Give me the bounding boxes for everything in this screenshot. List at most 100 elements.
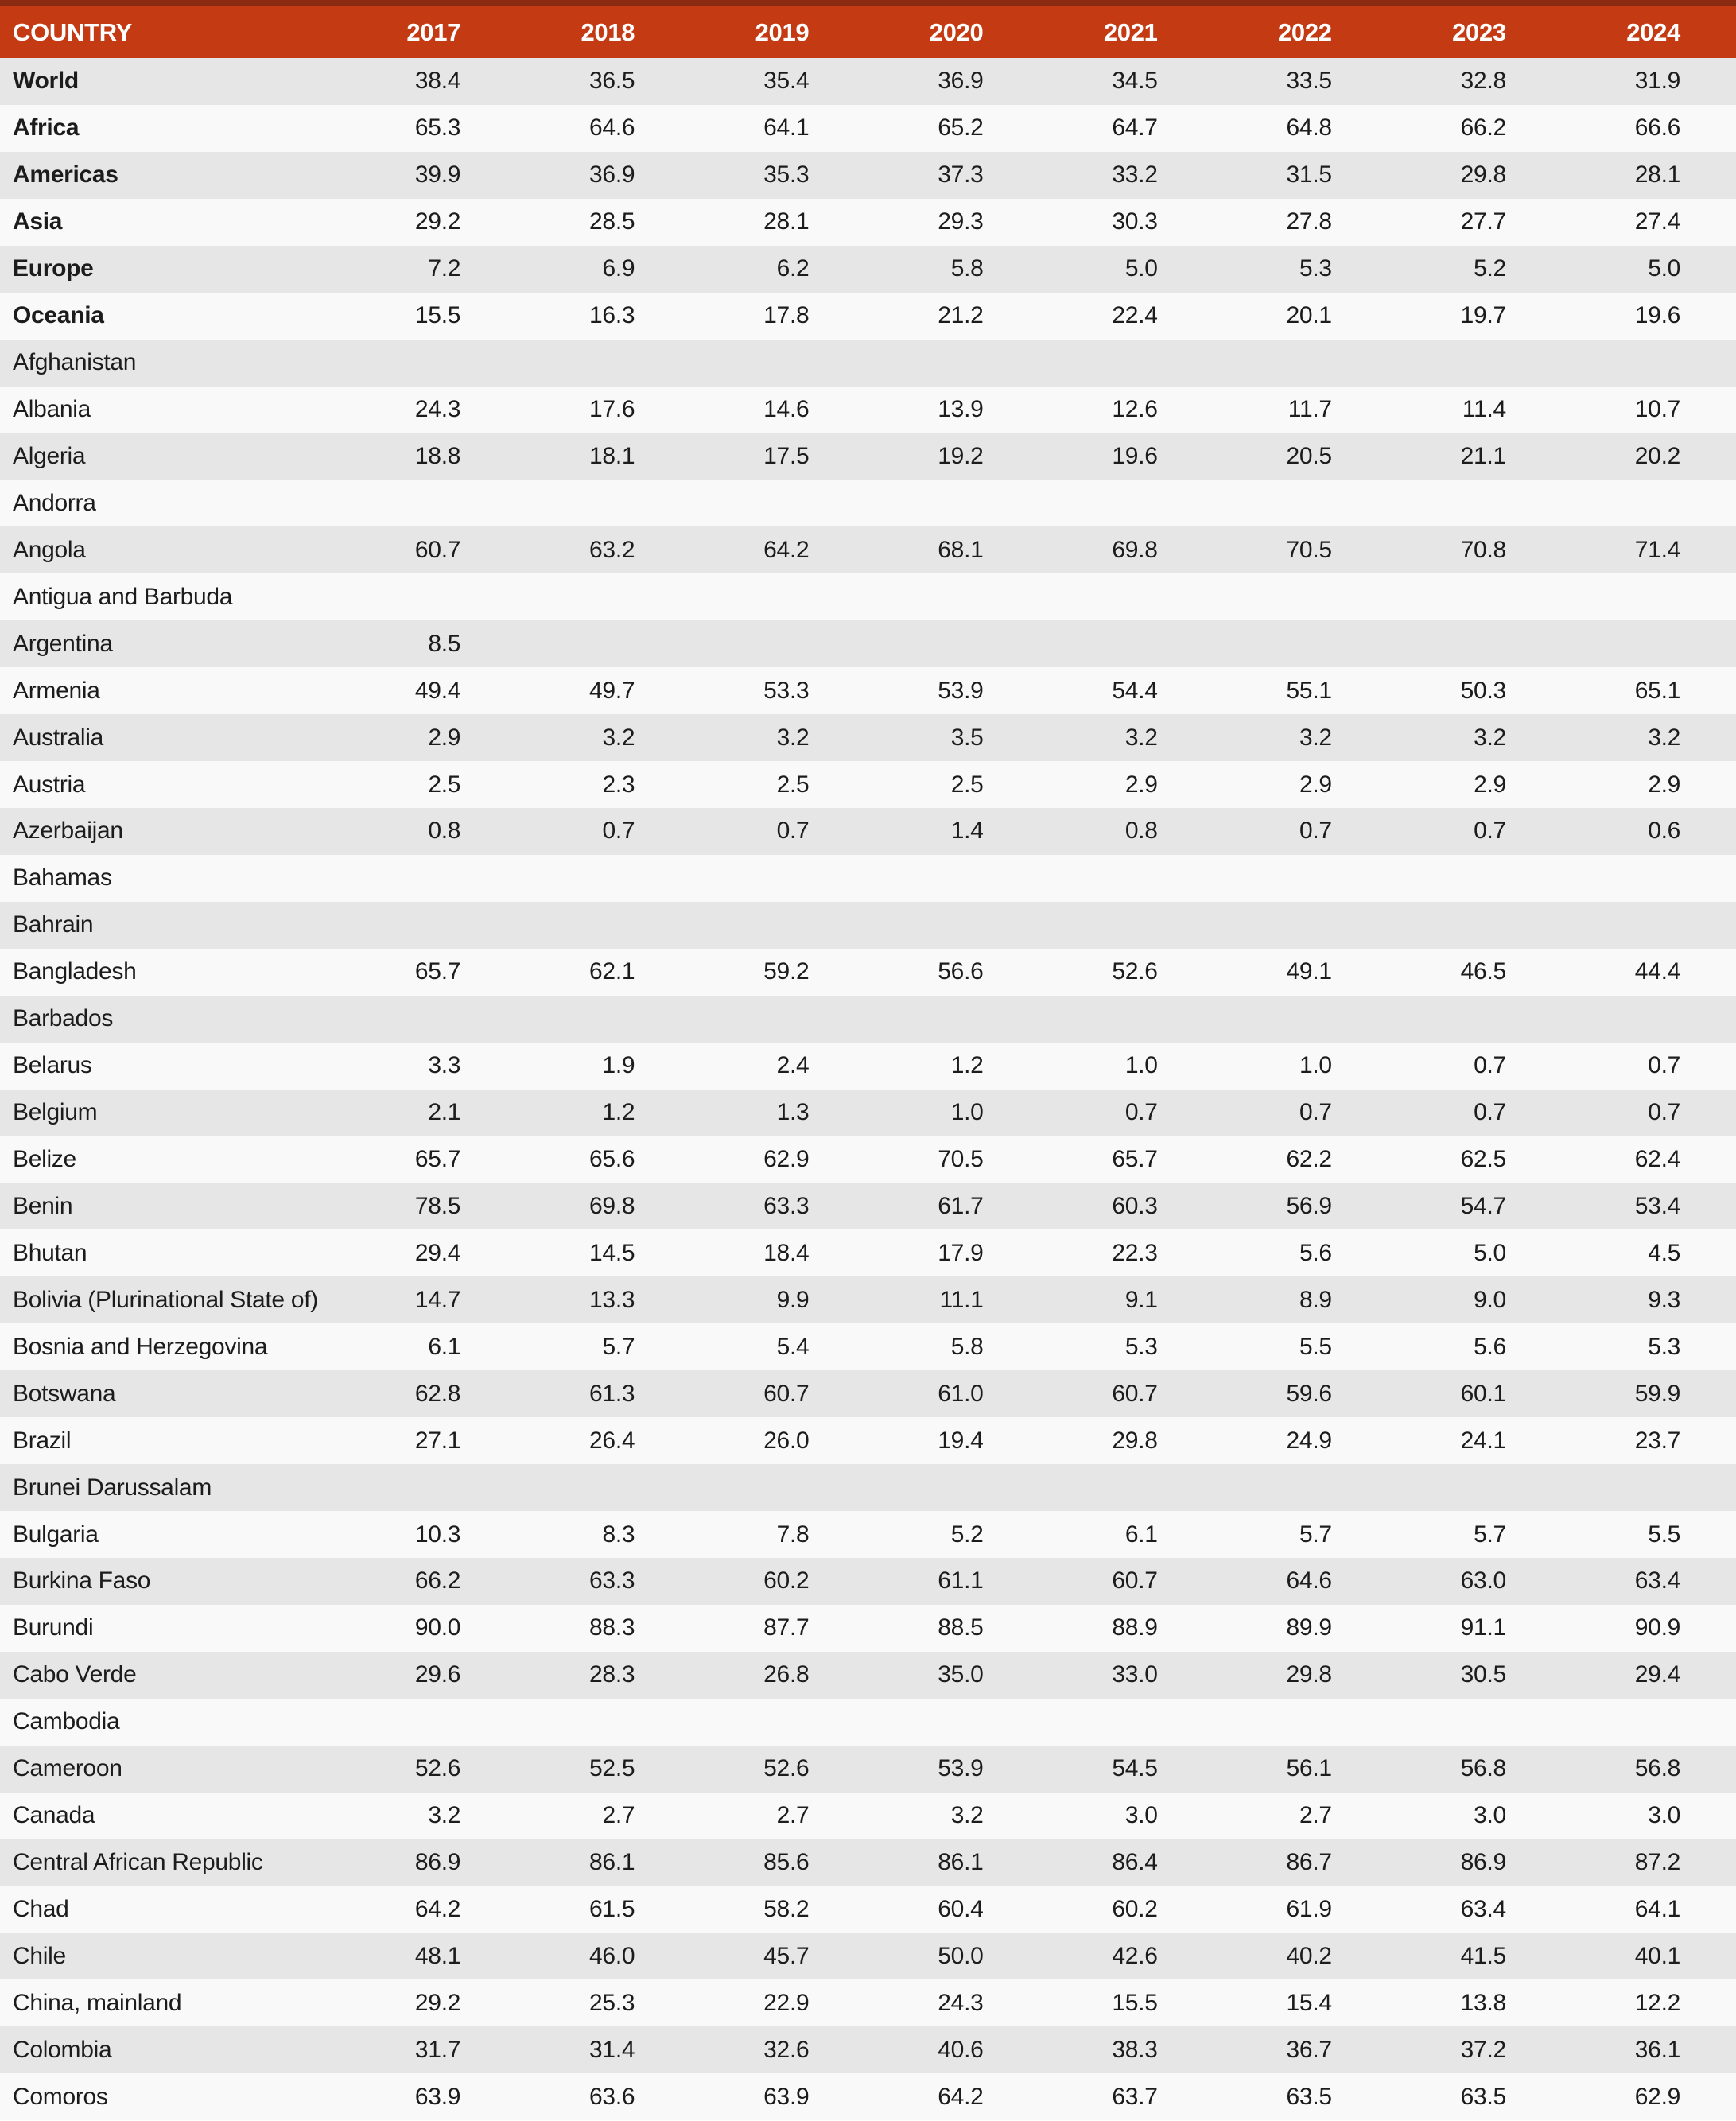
value-cell: 5.2 [950,1521,984,1548]
value-cell: 32.6 [763,2036,810,2063]
value-cell: 56.8 [1634,1755,1681,1782]
country-cell: Cabo Verde [13,1661,137,1688]
value-cell [1388,480,1562,526]
value-cell: 54.4 [1112,677,1158,704]
value-cell: 44.4 [1634,958,1681,985]
value-cell: 6.1 [428,1333,461,1360]
value-cell: 88.5 [938,1614,984,1641]
value-cell: 22.4 [1112,302,1158,329]
value-cell: 56.6 [938,958,984,985]
value-cell: 2.9 [1124,771,1158,798]
value-cell: 63.5 [1286,2083,1333,2110]
value-cell: 3.5 [950,724,984,751]
table-row: Europe 7.2 6.9 6.2 5.8 5.0 5.3 5.2 5.0 [0,245,1736,293]
country-cell: Bahamas [13,864,112,892]
value-cell [1214,620,1388,667]
value-cell: 25.3 [589,1989,635,2016]
value-cell: 68.1 [938,536,984,563]
value-cell [1039,480,1214,526]
value-cell: 29.3 [938,208,984,235]
value-cell: 2.7 [776,1802,810,1829]
table-row: Canada 3.2 2.7 2.7 3.2 3.0 2.7 3.0 3.0 [0,1792,1736,1839]
value-cell: 22.9 [763,1989,810,2016]
country-cell: Australia [13,724,104,751]
country-cell: Belarus [13,1052,92,1079]
value-cell: 36.5 [589,68,635,95]
table-row: Bahrain [0,901,1736,949]
value-cell: 14.5 [589,1239,635,1266]
value-cell: 5.6 [1299,1239,1332,1266]
value-cell: 19.4 [938,1427,984,1454]
value-cell: 60.7 [1112,1380,1158,1407]
value-cell: 3.2 [1648,724,1680,751]
value-cell: 2.7 [1299,1802,1332,1829]
value-cell: 5.8 [950,1333,984,1360]
value-cell [1214,480,1388,526]
value-cell: 0.6 [1648,818,1680,845]
value-cell: 65.6 [589,1146,635,1173]
value-cell: 64.1 [763,115,810,142]
value-cell: 1.0 [1124,1052,1158,1079]
value-cell [690,902,864,949]
table-row: Australia 2.9 3.2 3.2 3.5 3.2 3.2 3.2 3.2 [0,714,1736,762]
value-cell: 53.4 [1634,1192,1681,1219]
value-cell: 65.7 [1112,1146,1158,1173]
value-cell: 35.4 [763,68,810,95]
country-cell: World [13,68,79,95]
value-cell: 8.5 [428,630,461,657]
table-row: Barbados [0,995,1736,1043]
value-cell [864,1699,1039,1746]
value-cell: 15.5 [414,302,461,329]
value-cell [342,902,516,949]
value-cell: 54.7 [1460,1192,1507,1219]
value-cell: 66.2 [414,1567,461,1595]
value-cell: 17.6 [589,396,635,423]
value-cell [1214,573,1388,620]
value-cell: 14.7 [414,1286,461,1313]
value-cell: 70.5 [938,1146,984,1173]
value-cell: 14.6 [763,396,810,423]
value-cell: 61.3 [589,1380,635,1407]
value-cell: 55.1 [1286,677,1333,704]
value-cell: 29.2 [414,1989,461,2016]
value-cell: 24.3 [938,1989,984,2016]
value-cell: 13.9 [938,396,984,423]
value-cell: 85.6 [763,1849,810,1876]
year-column-header: 2018 [581,17,635,46]
value-cell: 32.8 [1460,68,1507,95]
country-cell: Botswana [13,1380,116,1407]
country-cell: Azerbaijan [13,818,123,845]
value-cell: 60.7 [414,536,461,563]
table-body: World 38.4 36.5 35.4 36.9 34.5 33.5 32.8 31.9 Afr… [0,58,1736,2121]
value-cell: 3.2 [602,724,635,751]
value-cell: 62.8 [414,1380,461,1407]
country-cell: Canada [13,1802,95,1829]
value-cell: 18.4 [763,1239,810,1266]
value-cell: 18.1 [589,442,635,469]
table-row: Armenia 49.4 49.7 53.3 53.9 54.4 55.1 50.3 65.1 [0,667,1736,715]
value-cell [342,996,516,1043]
value-cell: 5.0 [1124,255,1158,282]
value-cell: 11.7 [1287,396,1332,423]
value-cell: 46.5 [1460,958,1507,985]
country-cell: Algeria [13,442,86,469]
table-row: Bulgaria 10.3 8.3 7.8 5.2 6.1 5.7 5.7 5.5 [0,1511,1736,1558]
value-cell: 0.7 [776,818,810,845]
table-row: Oceania 15.5 16.3 17.8 21.2 22.4 20.1 19.7 19.6 [0,292,1736,340]
value-cell: 0.7 [1124,1099,1158,1126]
table-row: Benin 78.5 69.8 63.3 61.7 60.3 56.9 54.7 53.4 [0,1183,1736,1230]
value-cell: 5.6 [1474,1333,1506,1360]
value-cell: 24.1 [1460,1427,1507,1454]
table-row: Africa 65.3 64.6 64.1 65.2 64.7 64.8 66.2 66.6 [0,104,1736,152]
value-cell: 31.9 [1634,68,1681,95]
value-cell: 52.6 [1112,958,1158,985]
value-cell: 29.4 [1634,1661,1681,1688]
value-cell: 71.4 [1634,536,1681,563]
value-cell: 64.6 [1286,1567,1333,1595]
value-cell: 38.3 [1112,2036,1158,2063]
value-cell [1562,902,1736,949]
value-cell [516,996,690,1043]
value-cell: 49.1 [1286,958,1333,985]
value-cell: 3.3 [428,1052,461,1079]
value-cell: 33.0 [1112,1661,1158,1688]
